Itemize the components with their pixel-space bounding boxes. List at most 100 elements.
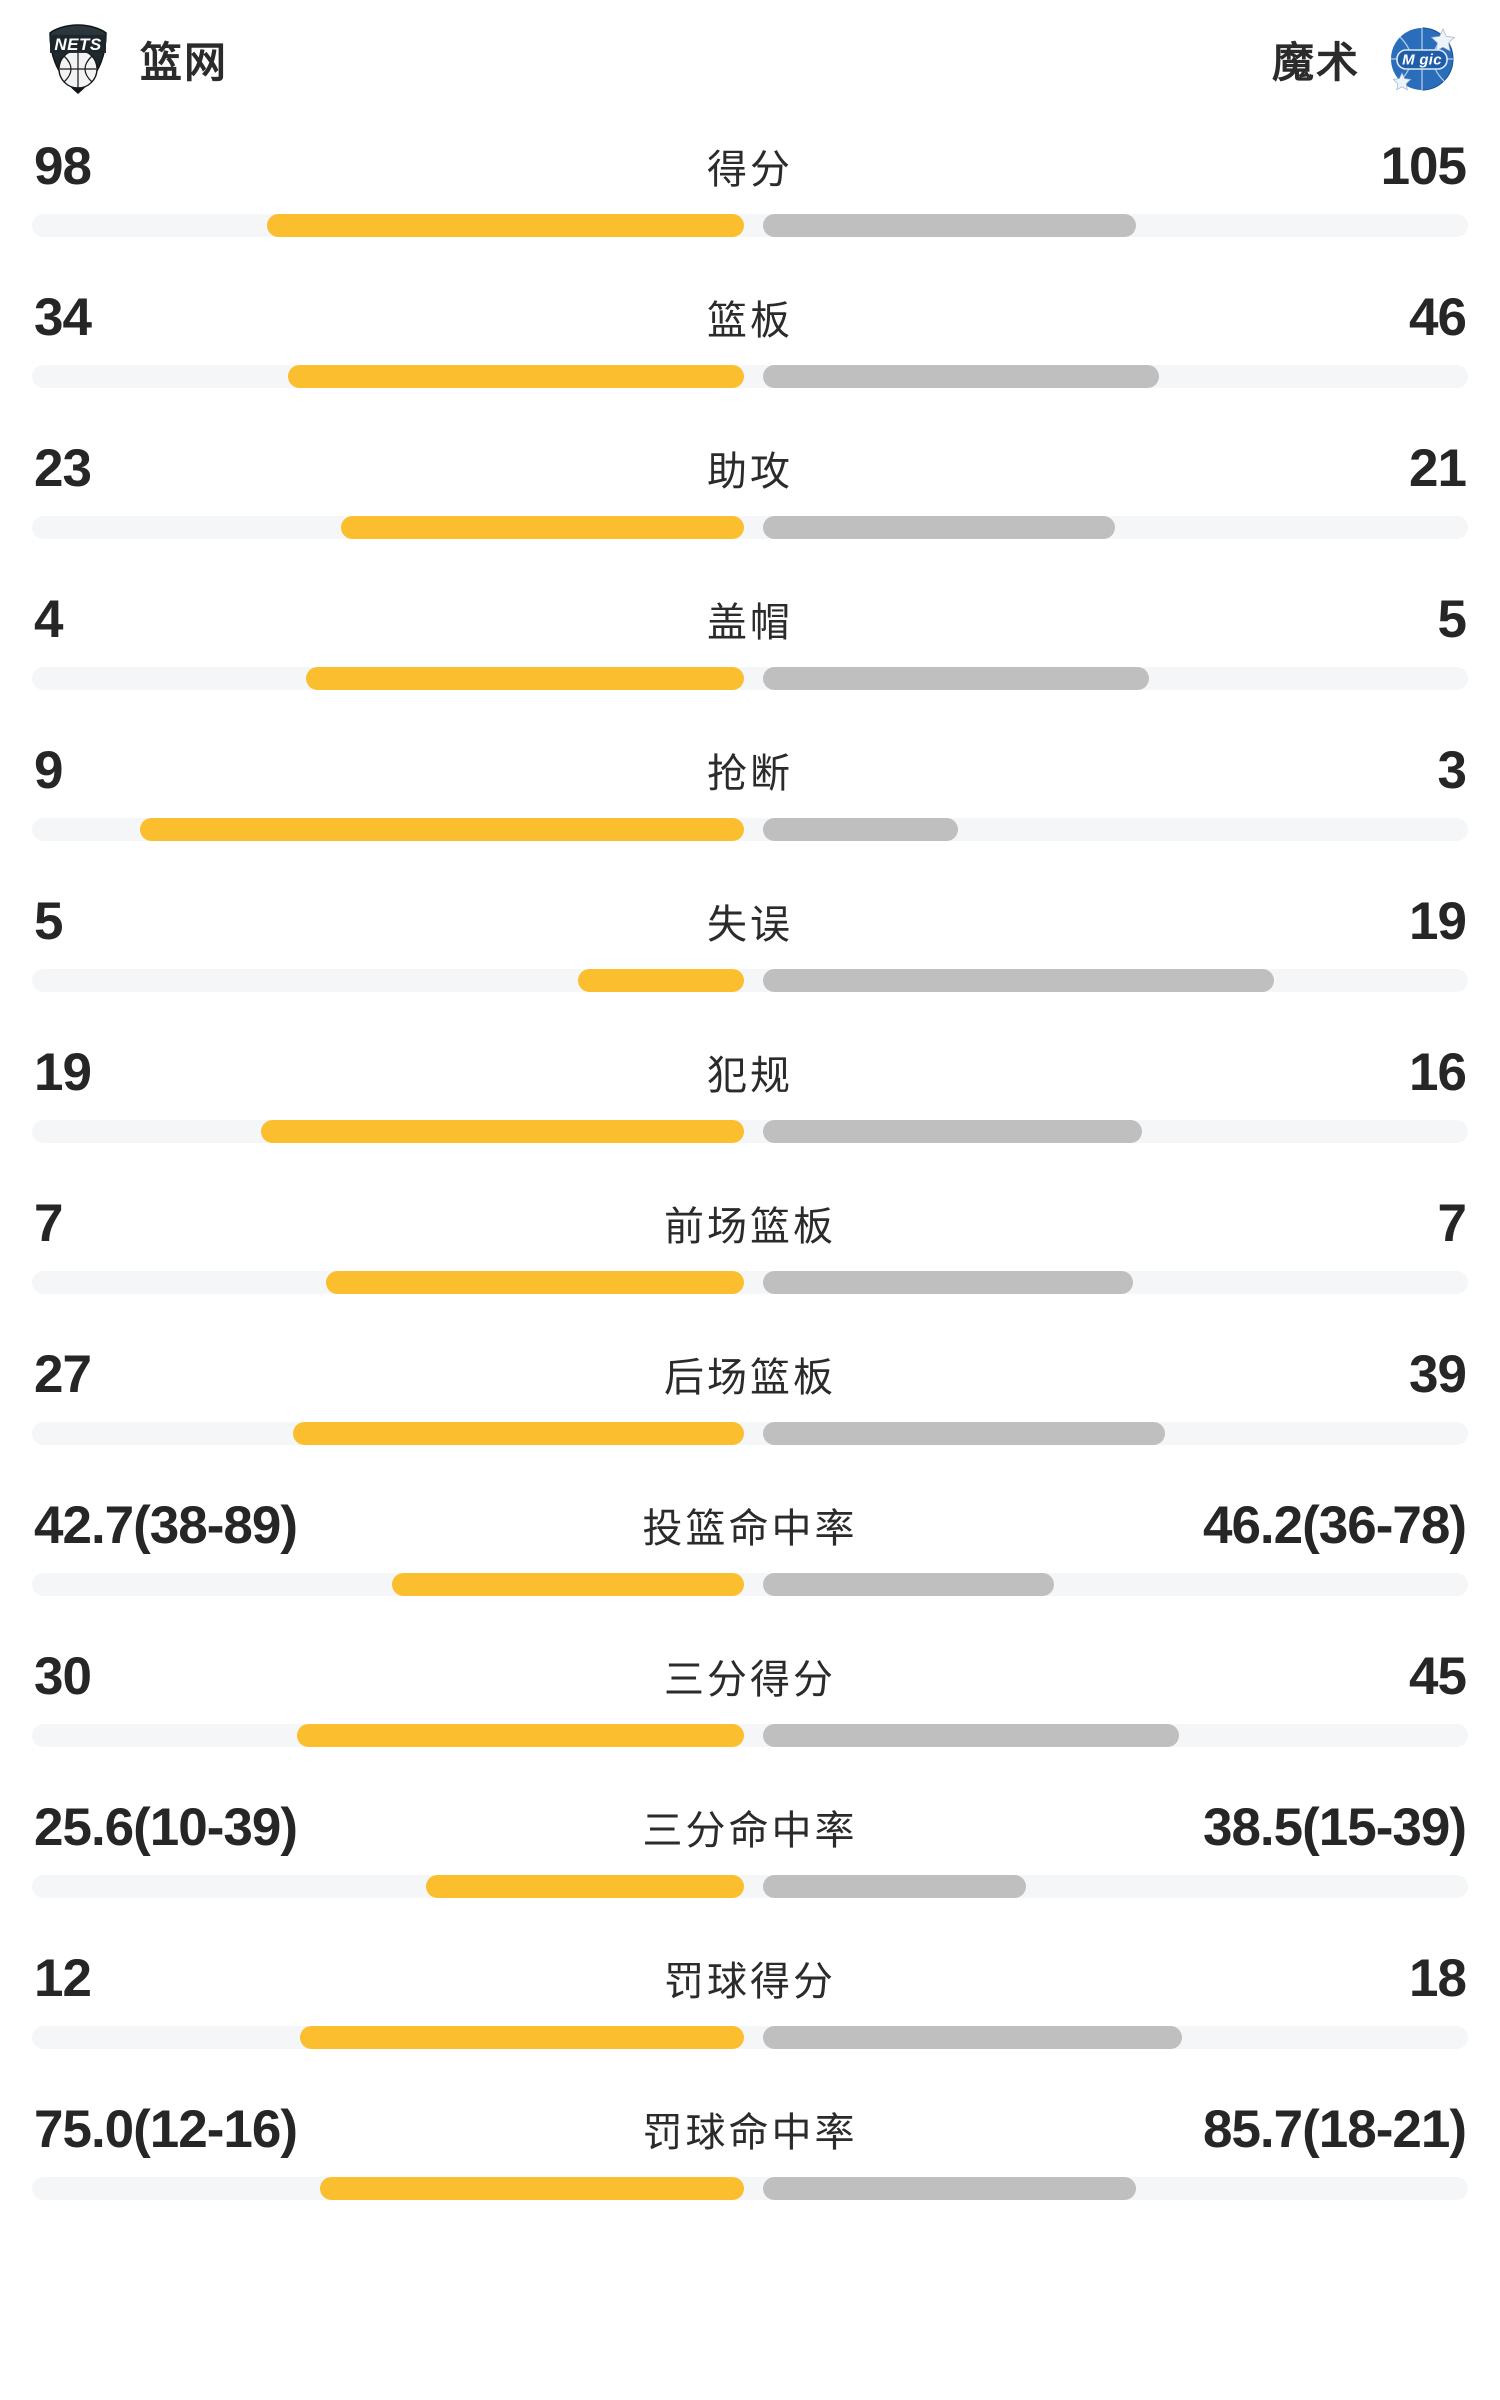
away-stat-value: 7 xyxy=(1437,1193,1468,1253)
home-stat-bar xyxy=(261,1120,744,1143)
svg-text:NETS: NETS xyxy=(54,35,102,54)
stat-row-values: 4 盖帽 5 xyxy=(32,571,1468,667)
stat-row: 12 罚球得分 18 xyxy=(32,1930,1468,2081)
stat-row-values: 7 前场篮板 7 xyxy=(32,1175,1468,1271)
away-stat-bar xyxy=(762,2026,1183,2049)
home-stat-bar xyxy=(288,365,744,388)
home-stat-value: 23 xyxy=(34,438,92,498)
away-stat-value: 38.5(15-39) xyxy=(1202,1797,1467,1857)
stat-row: 4 盖帽 5 xyxy=(32,571,1468,722)
teams-header: NETS 篮网 魔术 M gic xyxy=(32,0,1468,118)
stat-bar-track xyxy=(32,969,1468,992)
away-stat-bar xyxy=(762,969,1275,992)
home-stat-value: 75.0(12-16) xyxy=(34,2099,298,2159)
stat-label: 三分得分 xyxy=(664,1658,836,1702)
stat-row: 23 助攻 21 xyxy=(32,420,1468,571)
home-stat-bar xyxy=(341,516,744,539)
home-stat-bar xyxy=(292,1422,744,1445)
away-stat-value: 39 xyxy=(1409,1344,1467,1404)
stat-row-values: 27 后场篮板 39 xyxy=(32,1326,1468,1422)
stat-label: 前场篮板 xyxy=(664,1205,836,1249)
away-stat-value: 21 xyxy=(1409,438,1467,498)
away-stat-value: 18 xyxy=(1409,1948,1467,2008)
home-stat-bar xyxy=(391,1573,744,1596)
home-stat-bar xyxy=(305,667,744,690)
home-stat-value: 42.7(38-89) xyxy=(34,1495,298,1555)
stat-rows: 98 得分 105 34 篮板 46 23 助攻 21 4 盖帽 5 9 抢断 3 5 失误 19 19 犯规 16 7 前… xyxy=(32,118,1468,2232)
away-stat-value: 5 xyxy=(1437,589,1468,649)
stat-label: 罚球命中率 xyxy=(642,2111,858,2155)
stat-label: 三分命中率 xyxy=(642,1809,858,1853)
home-stat-value: 34 xyxy=(34,287,92,347)
away-stat-value: 85.7(18-21) xyxy=(1202,2099,1467,2159)
home-team-name: 篮网 xyxy=(140,38,229,86)
home-stat-value: 12 xyxy=(34,1948,92,2008)
away-stat-bar xyxy=(762,818,959,841)
stat-label: 失误 xyxy=(707,903,793,947)
home-stat-bar xyxy=(266,214,744,237)
away-stat-bar xyxy=(762,667,1150,690)
svg-text:M gic: M gic xyxy=(1402,52,1442,69)
stat-bar-track xyxy=(32,667,1468,690)
stat-row: 30 三分得分 45 xyxy=(32,1628,1468,1779)
home-stat-value: 98 xyxy=(34,136,92,196)
stat-row-values: 30 三分得分 45 xyxy=(32,1628,1468,1724)
away-team-name: 魔术 xyxy=(1271,38,1360,86)
stat-row-values: 25.6(10-39) 三分命中率 38.5(15-39) xyxy=(32,1779,1468,1875)
away-stat-value: 46.2(36-78) xyxy=(1202,1495,1467,1555)
stat-row-values: 42.7(38-89) 投篮命中率 46.2(36-78) xyxy=(32,1477,1468,1573)
away-stat-bar xyxy=(762,1120,1143,1143)
away-stat-bar xyxy=(762,1422,1165,1445)
stat-row-values: 9 抢断 3 xyxy=(32,722,1468,818)
away-stat-bar xyxy=(762,1271,1134,1294)
stat-bar-track xyxy=(32,1724,1468,1747)
stat-row: 7 前场篮板 7 xyxy=(32,1175,1468,1326)
stat-row-values: 98 得分 105 xyxy=(32,118,1468,214)
away-stat-value: 3 xyxy=(1437,740,1468,800)
away-stat-value: 19 xyxy=(1409,891,1467,951)
stat-row: 19 犯规 16 xyxy=(32,1024,1468,1175)
away-stat-value: 16 xyxy=(1409,1042,1467,1102)
home-team[interactable]: NETS 篮网 xyxy=(42,23,228,95)
home-stat-value: 25.6(10-39) xyxy=(34,1797,298,1857)
stat-label: 犯规 xyxy=(707,1054,793,1098)
home-stat-value: 30 xyxy=(34,1646,92,1706)
stat-row-values: 23 助攻 21 xyxy=(32,420,1468,516)
stat-bar-track xyxy=(32,2026,1468,2049)
stat-label: 投篮命中率 xyxy=(642,1507,858,1551)
home-stat-value: 27 xyxy=(34,1344,92,1404)
stat-bar-track xyxy=(32,214,1468,237)
away-stat-bar xyxy=(762,1573,1055,1596)
stat-row: 98 得分 105 xyxy=(32,118,1468,269)
stat-label: 后场篮板 xyxy=(664,1356,836,1400)
stat-row-values: 12 罚球得分 18 xyxy=(32,1930,1468,2026)
stat-label: 得分 xyxy=(707,148,793,192)
stat-bar-track xyxy=(32,1271,1468,1294)
stat-row: 42.7(38-89) 投篮命中率 46.2(36-78) xyxy=(32,1477,1468,1628)
home-stat-value: 7 xyxy=(34,1193,64,1253)
stat-bar-track xyxy=(32,1875,1468,1898)
stat-row-values: 34 篮板 46 xyxy=(32,269,1468,365)
magic-logo-icon: M gic xyxy=(1386,23,1458,95)
away-stat-value: 45 xyxy=(1409,1646,1467,1706)
home-stat-bar xyxy=(578,969,744,992)
home-stat-bar xyxy=(319,2177,744,2200)
stat-label: 篮板 xyxy=(707,299,793,343)
away-stat-bar xyxy=(762,214,1137,237)
away-stat-bar xyxy=(762,516,1115,539)
home-stat-value: 5 xyxy=(34,891,64,951)
home-stat-bar xyxy=(296,1724,744,1747)
stat-row-values: 75.0(12-16) 罚球命中率 85.7(18-21) xyxy=(32,2081,1468,2177)
stat-bar-track xyxy=(32,1120,1468,1143)
stat-bar-track xyxy=(32,818,1468,841)
stat-row: 75.0(12-16) 罚球命中率 85.7(18-21) xyxy=(32,2081,1468,2232)
stat-row: 5 失误 19 xyxy=(32,873,1468,1024)
stat-label: 盖帽 xyxy=(707,601,793,645)
stat-bar-track xyxy=(32,1573,1468,1596)
stat-row: 34 篮板 46 xyxy=(32,269,1468,420)
home-stat-value: 19 xyxy=(34,1042,92,1102)
away-stat-bar xyxy=(762,2177,1137,2200)
away-team[interactable]: 魔术 M gic xyxy=(1272,23,1458,95)
stat-bar-track xyxy=(32,365,1468,388)
stat-row: 27 后场篮板 39 xyxy=(32,1326,1468,1477)
